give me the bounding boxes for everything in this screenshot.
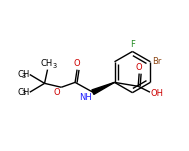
Text: OH: OH [151,89,164,98]
Text: Br: Br [152,57,162,66]
Text: C: C [17,70,23,79]
Text: 3: 3 [22,72,26,79]
Text: F: F [130,40,135,48]
Text: C: C [17,88,23,97]
Text: O: O [54,88,60,97]
Text: 3: 3 [22,90,26,96]
Text: H: H [22,88,29,97]
Text: O: O [74,59,80,68]
Text: H: H [22,70,29,79]
Text: NH: NH [79,93,92,102]
Polygon shape [92,82,115,94]
Text: 3: 3 [52,63,57,69]
Text: CH: CH [40,59,53,68]
Text: O: O [136,63,143,72]
